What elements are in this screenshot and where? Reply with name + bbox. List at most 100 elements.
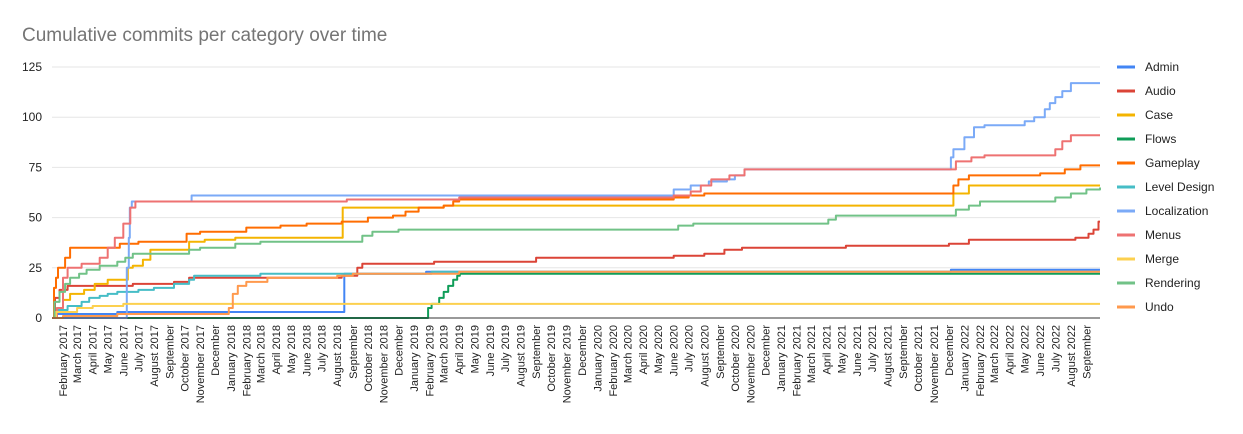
x-tick-label: January 2020 [592, 325, 604, 392]
x-tick-label: September [348, 325, 360, 379]
x-tick-label: July 2020 [684, 325, 696, 372]
x-tick-label: August 2022 [1066, 325, 1078, 387]
x-tick-label: February 2020 [608, 325, 620, 397]
legend-label-audio: Audio [1145, 84, 1176, 98]
x-tick-label: September [715, 325, 727, 379]
x-tick-label: February 2018 [241, 325, 253, 397]
x-tick-label: March 2017 [72, 325, 84, 383]
x-tick-label: June 2020 [669, 325, 681, 376]
y-tick-label: 125 [22, 60, 42, 74]
series-line-gameplay [52, 164, 1100, 319]
x-tick-label: March 2018 [255, 325, 267, 383]
x-tick-label: June 2019 [485, 325, 497, 376]
y-tick-label: 0 [35, 311, 42, 325]
x-tick-label: May 2022 [1020, 325, 1032, 373]
x-tick-label: April 2017 [88, 325, 100, 375]
x-tick-label: March 2021 [806, 325, 818, 383]
x-tick-label: September [898, 325, 910, 379]
gridlines [52, 66, 1100, 269]
x-tick-label: October 2019 [546, 325, 558, 392]
y-axis-ticks: 0 25 50 75 100 125 [22, 60, 42, 325]
x-tick-label: April 2020 [638, 325, 650, 375]
x-tick-label: June 2022 [1035, 325, 1047, 376]
x-tick-label: May 2020 [653, 325, 665, 373]
x-tick-label: February 2021 [792, 325, 804, 397]
x-tick-label: October 2021 [913, 325, 925, 392]
x-tick-label: October 2017 [180, 325, 192, 392]
y-tick-label: 25 [29, 261, 43, 275]
x-tick-label: August 2019 [516, 325, 528, 387]
x-tick-label: April 2019 [454, 325, 466, 375]
series-line-case [52, 184, 1100, 319]
series-line-level-design [52, 270, 1100, 319]
series-line-menus [52, 134, 1100, 319]
x-tick-label: May 2017 [103, 325, 115, 373]
x-tick-label: November 2017 [195, 325, 207, 403]
x-tick-label: December [761, 325, 773, 376]
x-tick-label: September [165, 325, 177, 379]
x-tick-label: July 2018 [317, 325, 329, 372]
x-tick-label: December [944, 325, 956, 376]
x-tick-label: August 2018 [332, 325, 344, 387]
x-tick-label: December [210, 325, 222, 376]
x-tick-label: January 2019 [409, 325, 421, 392]
legend-label-merge: Merge [1145, 252, 1179, 266]
legend-label-rendering: Rendering [1145, 276, 1200, 290]
x-tick-label: April 2018 [271, 325, 283, 375]
series-line-audio [52, 220, 1100, 319]
x-tick-label: August 2021 [883, 325, 895, 387]
y-tick-label: 100 [22, 110, 42, 124]
x-tick-label: November 2020 [746, 325, 758, 403]
series-lines [52, 82, 1101, 319]
series-line-undo [52, 270, 1100, 319]
x-tick-label: June 2021 [852, 325, 864, 376]
x-tick-label: November 2018 [378, 325, 390, 403]
x-tick-label: July 2021 [867, 325, 879, 372]
x-tick-label: November 2019 [562, 325, 574, 403]
x-tick-label: September [531, 325, 543, 379]
legend-label-undo: Undo [1145, 300, 1174, 314]
x-tick-label: December [394, 325, 406, 376]
x-tick-label: June 2018 [302, 325, 314, 376]
x-tick-label: January 2022 [959, 325, 971, 392]
x-tick-label: February 2022 [975, 325, 987, 397]
x-tick-label: July 2022 [1050, 325, 1062, 372]
legend-label-admin: Admin [1145, 60, 1179, 74]
legend-label-menus: Menus [1145, 228, 1181, 242]
series-line-merge [52, 302, 1100, 319]
x-tick-label: July 2017 [133, 325, 145, 372]
series-line-rendering [52, 187, 1101, 319]
chart-title: Cumulative commits per category over tim… [22, 25, 387, 46]
legend-label-gameplay: Gameplay [1145, 156, 1200, 170]
series-line-flows [52, 272, 1100, 319]
x-tick-label: February 2017 [58, 325, 70, 397]
x-tick-label: May 2021 [836, 325, 848, 373]
x-tick-label: May 2018 [286, 325, 298, 373]
x-tick-label: June 2017 [118, 325, 130, 376]
x-tick-label: April 2022 [1005, 325, 1017, 375]
legend-label-case: Case [1145, 108, 1173, 122]
x-tick-label: April 2021 [821, 325, 833, 375]
x-axis-ticks: February 2017 March 2017 April 2017 May 201… [58, 325, 1093, 404]
x-tick-label: March 2022 [989, 325, 1001, 383]
x-tick-label: February 2019 [425, 325, 437, 397]
x-tick-label: November 2021 [929, 325, 941, 403]
x-tick-label: July 2019 [500, 325, 512, 372]
legend-label-flows: Flows [1145, 132, 1176, 146]
x-tick-label: August 2017 [149, 325, 161, 387]
legend-label-level-design: Level Design [1145, 180, 1214, 194]
x-tick-label: September [1081, 325, 1093, 379]
legend-label-localization: Localization [1145, 204, 1208, 218]
x-tick-label: October 2018 [363, 325, 375, 392]
x-tick-label: August 2020 [699, 325, 711, 387]
y-tick-label: 75 [29, 160, 43, 174]
x-tick-label: March 2020 [623, 325, 635, 383]
legend: Admin Audio Case Flows Gameplay Level Design L… [1117, 60, 1214, 314]
x-tick-label: October 2020 [730, 325, 742, 392]
x-tick-label: January 2021 [776, 325, 788, 392]
x-tick-label: December [577, 325, 589, 376]
x-tick-label: January 2018 [226, 325, 238, 392]
y-tick-label: 50 [29, 211, 43, 225]
x-tick-label: March 2019 [439, 325, 451, 383]
